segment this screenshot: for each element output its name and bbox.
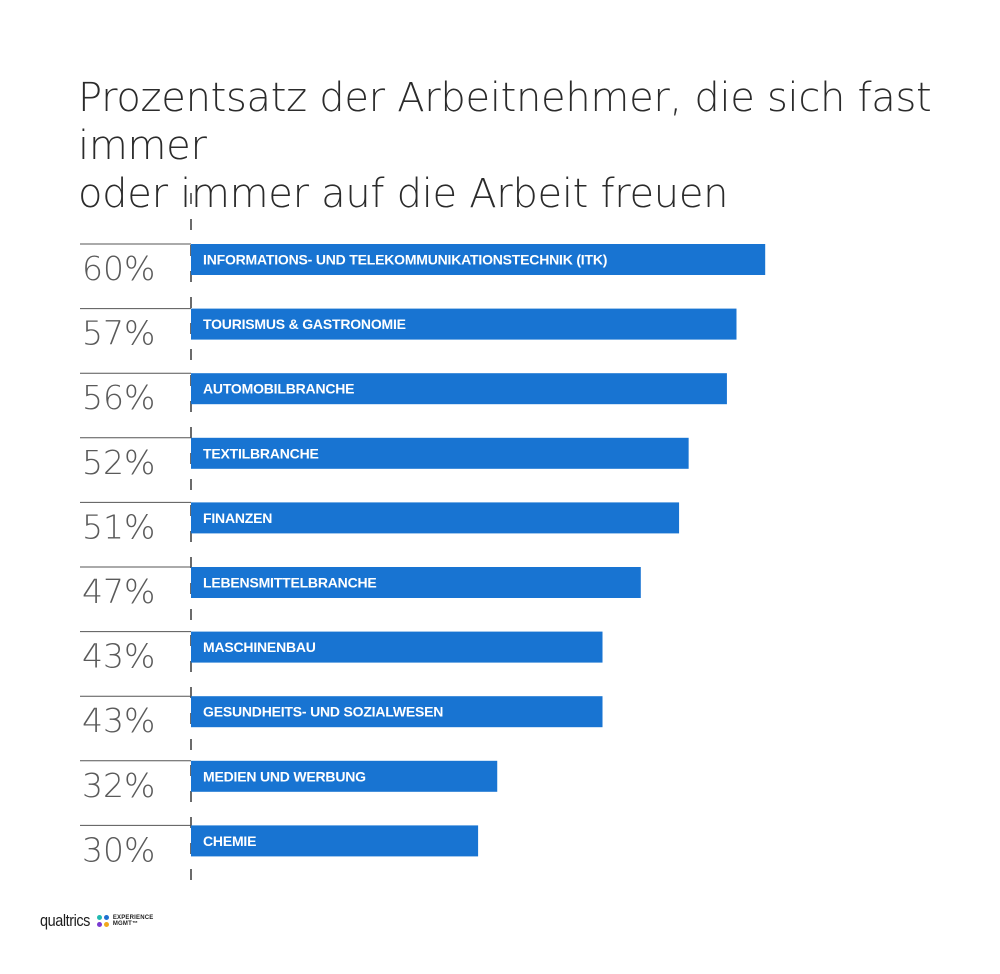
logo-dot-2 <box>103 915 109 920</box>
logo-subtitle: EXPERIENCE MGMT™ <box>113 915 154 927</box>
value-label-10: 30% <box>82 830 155 869</box>
chart-title: Prozentsatz der Arbeitnehmer, die sich f… <box>78 74 978 218</box>
logo-dots-icon <box>96 915 109 927</box>
bar-5 <box>191 502 680 534</box>
bar-10 <box>191 825 479 857</box>
bar-label-2: TOURISMUS & GASTRONOMIE <box>203 316 406 332</box>
logo-dot-4 <box>103 922 109 927</box>
bar-label-9: MEDIEN UND WERBUNG <box>203 768 366 784</box>
bar-label-3: AUTOMOBILBRANCHE <box>203 381 354 397</box>
bar-label-7: MASCHINENBAU <box>203 639 316 655</box>
bar-7 <box>191 631 603 663</box>
bar-chart: INFORMATIONS- UND TELEKOMMUNIKATIONSTECH… <box>80 193 766 890</box>
bar-label-1: INFORMATIONS- UND TELEKOMMUNIKATIONSTECH… <box>203 252 607 268</box>
value-label-7: 43% <box>82 637 155 676</box>
logo-subtitle-line-1: EXPERIENCE <box>112 915 154 921</box>
chart-title-line-1: Prozentsatz der Arbeitnehmer, die sich f… <box>78 75 932 169</box>
value-label-3: 56% <box>82 378 155 417</box>
bar-label-4: TEXTILBRANCHE <box>203 445 319 461</box>
bar-8 <box>191 696 603 728</box>
bar-3 <box>191 373 727 405</box>
bar-4 <box>191 437 689 469</box>
bar-label-10: CHEMIE <box>203 833 256 849</box>
bar-2 <box>191 308 737 340</box>
value-label-8: 43% <box>82 701 155 740</box>
chart-title-line-2: oder immer auf die Arbeit freuen <box>78 171 729 217</box>
bar-9 <box>191 760 498 792</box>
logo-subtitle-line-2: MGMT™ <box>112 921 139 927</box>
value-label-2: 57% <box>82 314 155 353</box>
bar-label-8: GESUNDHEITS- UND SOZIALWESEN <box>203 704 443 720</box>
value-label-5: 51% <box>82 507 155 546</box>
logo-wordmark: qualtrics <box>40 911 90 930</box>
bar-1 <box>191 244 766 275</box>
logo-dot-1 <box>96 915 102 920</box>
bar-6 <box>191 567 641 598</box>
value-label-4: 52% <box>82 443 155 482</box>
bar-label-5: FINANZEN <box>203 510 272 526</box>
value-label-1: 60% <box>82 249 155 288</box>
bar-label-6: LEBENSMITTELBRANCHE <box>203 575 377 591</box>
qualtrics-logo: qualtrics EXPERIENCE MGMT™ <box>40 910 154 932</box>
value-label-6: 47% <box>82 572 155 611</box>
value-label-9: 32% <box>82 766 155 805</box>
logo-dot-3 <box>96 922 102 927</box>
